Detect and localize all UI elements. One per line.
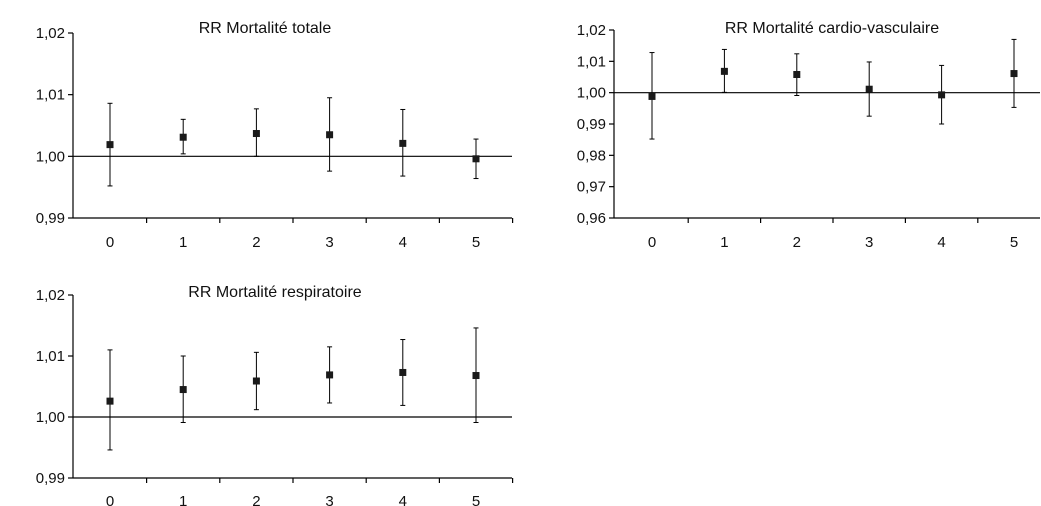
x-tick-label: 0: [106, 234, 114, 251]
x-tick-label: 3: [865, 234, 873, 251]
x-tick-label: 1: [720, 234, 728, 251]
y-tick-label: 1,01: [36, 87, 65, 104]
data-point: [106, 141, 114, 149]
data-point: [1010, 70, 1018, 78]
x-tick-label: 1: [179, 493, 187, 506]
x-tick-label: 2: [252, 493, 260, 506]
y-tick-label: 1,00: [36, 148, 65, 165]
data-point: [472, 155, 480, 163]
data-point: [399, 368, 407, 376]
y-tick-label: 1,02: [577, 22, 606, 39]
x-tick-label: 5: [472, 234, 480, 251]
data-point: [472, 372, 480, 380]
x-tick-label: 4: [399, 234, 407, 251]
x-tick-label: 4: [937, 234, 945, 251]
data-point: [938, 91, 946, 99]
y-tick-label: 1,00: [577, 85, 606, 102]
x-tick-label: 3: [325, 234, 333, 251]
data-point: [179, 386, 187, 394]
y-tick-label: 0,99: [36, 210, 65, 227]
y-tick-label: 1,02: [36, 287, 65, 304]
data-point: [106, 397, 114, 405]
chart-mortalite-totale: RR Mortalité totale 0,99 1,00 1,01 1,02 0 1 2 3…: [36, 20, 514, 251]
y-tick-label: 0,97: [577, 179, 606, 196]
data-point: [720, 67, 728, 75]
chart-title: RR Mortalité totale: [199, 20, 332, 37]
data-point: [252, 130, 260, 138]
chart-title: RR Mortalité cardio-vasculaire: [725, 20, 939, 37]
chart-mortalite-cardio-vasculaire: RR Mortalité cardio-vasculaire 0,96 0,97 0…: [577, 20, 1040, 251]
y-tick-label: 1,01: [577, 53, 606, 70]
x-tick-label: 0: [106, 493, 114, 506]
y-tick-label: 1,02: [36, 25, 65, 42]
data-point: [252, 377, 260, 385]
y-tick-label: 0,99: [36, 470, 65, 487]
y-tick-label: 1,01: [36, 348, 65, 365]
x-tick-label: 2: [252, 234, 260, 251]
x-tick-label: 4: [399, 493, 407, 506]
x-tick-label: 5: [1010, 234, 1018, 251]
x-tick-label: 0: [648, 234, 656, 251]
data-point: [326, 131, 334, 139]
y-tick-label: 0,98: [577, 147, 606, 164]
data-point: [648, 92, 656, 100]
x-tick-label: 3: [325, 493, 333, 506]
y-tick-label: 0,99: [577, 116, 606, 133]
y-tick-label: 0,96: [577, 210, 606, 227]
x-tick-label: 1: [179, 234, 187, 251]
y-tick-label: 1,00: [36, 409, 65, 426]
data-point: [179, 133, 187, 141]
data-point: [865, 85, 873, 93]
x-tick-label: 5: [472, 493, 480, 506]
data-point: [399, 139, 407, 147]
x-tick-label: 2: [793, 234, 801, 251]
chart-title: RR Mortalité respiratoire: [188, 284, 361, 301]
data-point: [793, 70, 801, 78]
data-point: [326, 371, 334, 379]
chart-mortalite-respiratoire: RR Mortalité respiratoire 0,99 1,00 1,01 1,…: [36, 284, 514, 506]
